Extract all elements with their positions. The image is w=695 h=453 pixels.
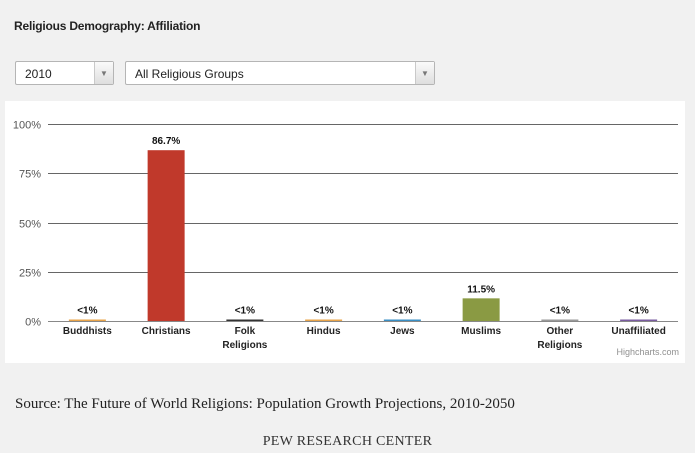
bar-buddhists[interactable] bbox=[68, 319, 106, 322]
bar-jews[interactable] bbox=[383, 319, 421, 322]
religious-group-select[interactable]: All Religious Groups ▼ bbox=[125, 61, 435, 85]
year-select-value: 2010 bbox=[25, 67, 52, 81]
y-tick-label: 75% bbox=[19, 169, 41, 181]
bar-muslims[interactable] bbox=[462, 298, 500, 321]
chart-heading: Religious Demography: Affiliation bbox=[14, 19, 201, 33]
chevron-down-icon[interactable]: ▼ bbox=[94, 62, 113, 84]
x-tick-label: Folk Religions bbox=[222, 326, 267, 351]
data-label: <1% bbox=[313, 306, 333, 317]
year-select[interactable]: 2010 ▼ bbox=[15, 61, 114, 85]
bar-folk-religions[interactable] bbox=[226, 319, 264, 322]
bar-unaffiliated[interactable] bbox=[620, 319, 658, 322]
y-tick-label: 0% bbox=[25, 317, 41, 329]
data-label: <1% bbox=[235, 306, 255, 317]
data-label: <1% bbox=[392, 306, 412, 317]
data-label: <1% bbox=[77, 306, 97, 317]
highcharts-credit-link[interactable]: Highcharts.com bbox=[616, 347, 679, 357]
x-tick-label: Hindus bbox=[307, 326, 341, 337]
chart-panel: 0% 25% 50% 75% 100% <1% Buddhists 86.7% Christia… bbox=[5, 101, 685, 363]
x-tick-label: Christians bbox=[142, 326, 191, 337]
y-tick-label: 50% bbox=[19, 219, 41, 231]
bar-christians[interactable] bbox=[147, 150, 185, 321]
data-label: 86.7% bbox=[152, 136, 180, 147]
group-select-value: All Religious Groups bbox=[135, 67, 244, 81]
chevron-down-icon[interactable]: ▼ bbox=[415, 62, 434, 84]
x-tick-label: Other Religions bbox=[537, 326, 582, 351]
bar-hindus[interactable] bbox=[305, 319, 343, 322]
x-tick-label: Jews bbox=[390, 326, 415, 337]
bar-chart: 0% 25% 50% 75% 100% <1% Buddhists 86.7% Christia… bbox=[13, 120, 679, 358]
x-tick-label: Unaffiliated bbox=[611, 326, 665, 337]
bar-other-religions[interactable] bbox=[541, 319, 579, 322]
data-label: 11.5% bbox=[467, 284, 495, 295]
x-tick-label: Buddhists bbox=[63, 326, 112, 337]
data-label: <1% bbox=[550, 306, 570, 317]
pew-research-footer: PEW RESEARCH CENTER bbox=[262, 434, 433, 449]
y-tick-label: 100% bbox=[13, 120, 41, 132]
y-tick-label: 25% bbox=[19, 268, 41, 280]
data-label: <1% bbox=[628, 306, 648, 317]
x-tick-label: Muslims bbox=[461, 326, 501, 337]
source-note: Source: The Future of World Religions: P… bbox=[15, 396, 515, 412]
